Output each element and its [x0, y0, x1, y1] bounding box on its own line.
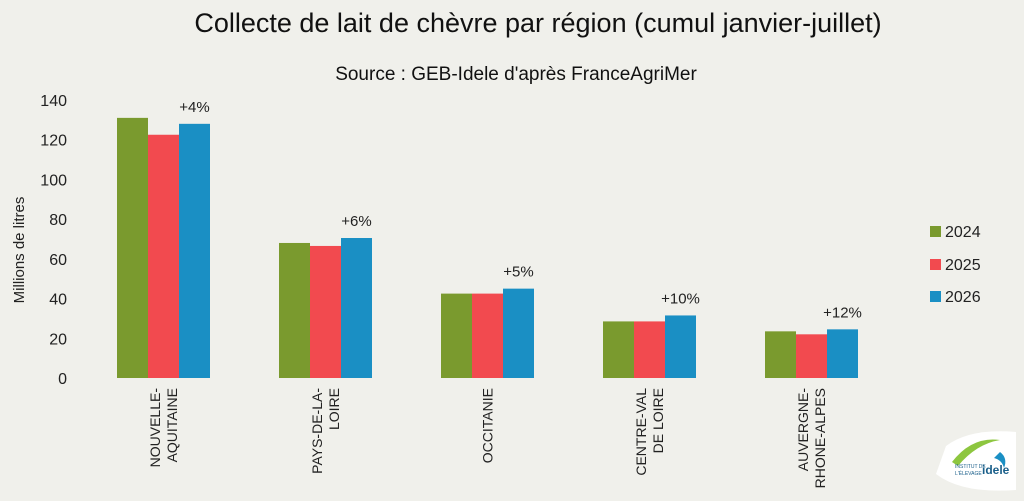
y-tick-label: 40 [49, 292, 67, 309]
bars [117, 117, 858, 378]
category-label: AQUITAINE [164, 388, 180, 462]
y-tick-label: 120 [40, 133, 67, 150]
bar-2025 [796, 334, 827, 378]
bar-2024 [117, 117, 148, 378]
y-tick-label: 80 [49, 212, 67, 229]
legend-label: 2024 [945, 224, 981, 241]
logo-swoosh-blue [994, 452, 1006, 468]
category-label: RHONE-ALPES [812, 388, 828, 488]
category-label: DE LOIRE [650, 388, 666, 453]
y-tick-label: 60 [49, 252, 67, 269]
category-label: AUVERGNE- [795, 388, 811, 472]
category-label: PAYS-DE-LA- [309, 388, 325, 474]
bar-2024 [603, 321, 634, 378]
logo-swoosh-green [952, 439, 1000, 466]
bar-2026 [341, 238, 372, 378]
category-label: LOIRE [326, 388, 342, 430]
legend-label: 2026 [945, 289, 981, 306]
y-tick-label: 0 [58, 371, 67, 388]
bar-2026 [827, 329, 858, 378]
logo-line1: INSTITUT DE [955, 464, 986, 470]
category-label: NOUVELLE- [147, 388, 163, 468]
bar-2025 [148, 134, 179, 378]
change-annotation: +10% [661, 290, 700, 307]
legend-label: 2025 [945, 257, 981, 274]
logo-shape [936, 431, 1016, 491]
legend-swatch-2024 [930, 226, 941, 237]
change-annotation: +5% [503, 264, 533, 281]
category-label: OCCITANIE [480, 388, 496, 463]
y-axis-label: Millions de litres [11, 197, 28, 304]
idele-logo: INSTITUT DE L'ÉLEVAGE idele [936, 431, 1016, 491]
bar-2026 [179, 123, 210, 378]
logo-brand: idele [982, 463, 1010, 477]
change-annotation: +6% [341, 213, 371, 230]
y-tick-label: 140 [40, 93, 67, 110]
chart-subtitle: Source : GEB-Idele d'après FranceAgriMer [335, 64, 697, 85]
bar-2024 [279, 242, 310, 378]
bar-2024 [441, 293, 472, 378]
bar-2025 [310, 245, 341, 378]
bar-2024 [765, 331, 796, 378]
legend-swatch-2025 [930, 259, 941, 270]
chart-title: Collecte de lait de chèvre par région (c… [194, 8, 881, 38]
bar-2026 [665, 315, 696, 378]
category-label: CENTRE-VAL [633, 388, 649, 476]
legend-swatch-2026 [930, 291, 941, 302]
bar-2025 [472, 293, 503, 378]
y-tick-label: 100 [40, 172, 67, 189]
logo-line2: L'ÉLEVAGE [955, 470, 982, 477]
bar-2026 [503, 288, 534, 378]
annotations: +4% +6% +5% +10% +12% [179, 99, 862, 322]
y-axis-ticks: 0 20 40 60 80 100 120 140 [40, 93, 67, 388]
legend: 2024 2025 2026 [930, 224, 981, 306]
y-tick-label: 20 [49, 331, 67, 348]
change-annotation: +4% [179, 99, 209, 116]
bar-2025 [634, 321, 665, 378]
category-labels: NOUVELLE- AQUITAINE PAYS-DE-LA- LOIRE OCCITA… [147, 388, 828, 489]
change-annotation: +12% [823, 304, 862, 321]
